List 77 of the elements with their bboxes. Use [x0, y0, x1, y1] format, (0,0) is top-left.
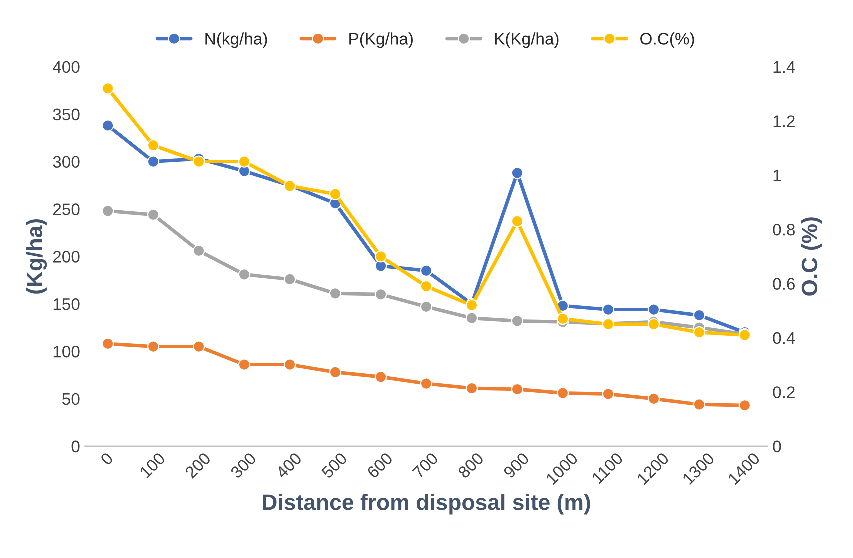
point [602, 388, 615, 400]
legend-label: K(Kg/ha) [495, 32, 559, 48]
point [420, 264, 433, 277]
point [374, 288, 388, 301]
y2-tick-label: 1.2 [774, 116, 795, 128]
point [329, 288, 342, 300]
point [374, 250, 388, 263]
point [420, 280, 433, 293]
point [511, 215, 524, 228]
x-tick-label: 500 [320, 452, 348, 480]
point [238, 268, 251, 281]
y2-tick-label: 1.4 [774, 62, 796, 73]
y-tick-label: 150 [54, 298, 80, 310]
y-tick-label: 100 [54, 346, 80, 358]
point [602, 304, 615, 316]
x-tick-label: 700 [412, 452, 440, 479]
point [511, 383, 524, 396]
legend-label: N(kg/ha) [206, 32, 268, 48]
y2-tick-label: 0.6 [773, 278, 795, 290]
point [648, 392, 660, 406]
point [238, 156, 251, 168]
point [648, 304, 660, 316]
point [466, 312, 478, 324]
point [511, 315, 524, 328]
y-tick-label: 0 [72, 440, 80, 453]
y-axis-title: (Kg/ha) [26, 220, 48, 294]
point [511, 167, 524, 180]
y2-axis-title: O.C (%) [801, 218, 822, 296]
x-tick-label: 900 [503, 452, 530, 480]
y-tick-label: 200 [53, 251, 80, 263]
point [192, 340, 206, 353]
point [693, 326, 706, 339]
y-tick-label: 400 [53, 61, 80, 74]
point [102, 82, 114, 95]
point [147, 156, 160, 168]
y-tick-label: 300 [53, 156, 80, 168]
y2-tick-label: 0.8 [773, 224, 796, 236]
y2-tick-label: 0.2 [773, 386, 795, 398]
point [693, 398, 706, 411]
point [648, 318, 660, 331]
point [102, 120, 114, 132]
point [738, 400, 752, 412]
point [102, 338, 114, 350]
x-axis-title: Distance from disposal site (m) [263, 494, 590, 515]
point [147, 340, 160, 353]
x-tick-label: 800 [457, 452, 485, 480]
point [192, 156, 206, 168]
point [238, 358, 251, 371]
point [284, 273, 296, 286]
x-tick-label: 300 [230, 452, 258, 480]
x-tick-label: 0 [100, 452, 114, 466]
point [284, 358, 296, 371]
x-tick-label: 200 [184, 452, 212, 479]
point [374, 371, 388, 384]
point [192, 244, 206, 258]
y2-tick-label: 0 [773, 440, 782, 453]
point [147, 208, 160, 222]
point [420, 300, 433, 314]
point [329, 366, 342, 378]
point [147, 139, 160, 152]
y-tick-label: 250 [53, 204, 80, 216]
y-tick-label: 350 [53, 108, 80, 121]
point [693, 309, 706, 322]
y2-tick-label: 0.4 [773, 332, 796, 344]
y2-tick-label: 1 [774, 170, 782, 182]
point [556, 312, 570, 326]
y-tick-label: 50 [62, 393, 80, 406]
x-tick-label: 400 [275, 452, 303, 480]
legend-label: P(Kg/ha) [350, 32, 413, 48]
x-tick-label: 600 [366, 452, 394, 479]
point [420, 378, 433, 390]
point [329, 188, 342, 200]
point [556, 387, 570, 400]
x-tick-label: 100 [139, 452, 166, 479]
legend-label: O.C(%) [640, 32, 694, 48]
point [102, 205, 114, 218]
point [466, 382, 478, 395]
